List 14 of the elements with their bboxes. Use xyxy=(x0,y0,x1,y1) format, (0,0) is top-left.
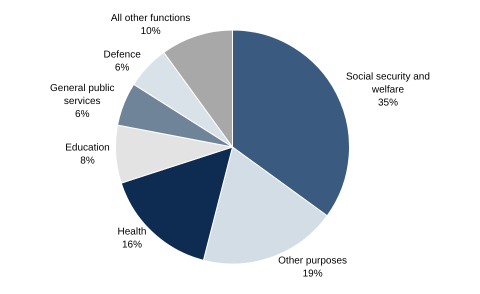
data-label: 35% xyxy=(378,98,398,109)
data-label: 8% xyxy=(80,155,95,166)
data-label: 10% xyxy=(140,26,161,37)
slice-label: Health xyxy=(118,226,146,238)
slice-label: Defence xyxy=(104,49,142,60)
data-label: 6% xyxy=(74,108,90,120)
data-label: 6% xyxy=(114,62,130,74)
slice-label: General public services xyxy=(50,82,114,107)
data-label: 19% xyxy=(302,268,323,280)
data-label: 16% xyxy=(122,240,142,251)
slice-label: All other functions xyxy=(110,12,190,24)
slice-label: Other purposes xyxy=(278,256,348,267)
slice-label: Education xyxy=(65,142,110,154)
slice-label: Social security and welfare xyxy=(346,72,430,96)
